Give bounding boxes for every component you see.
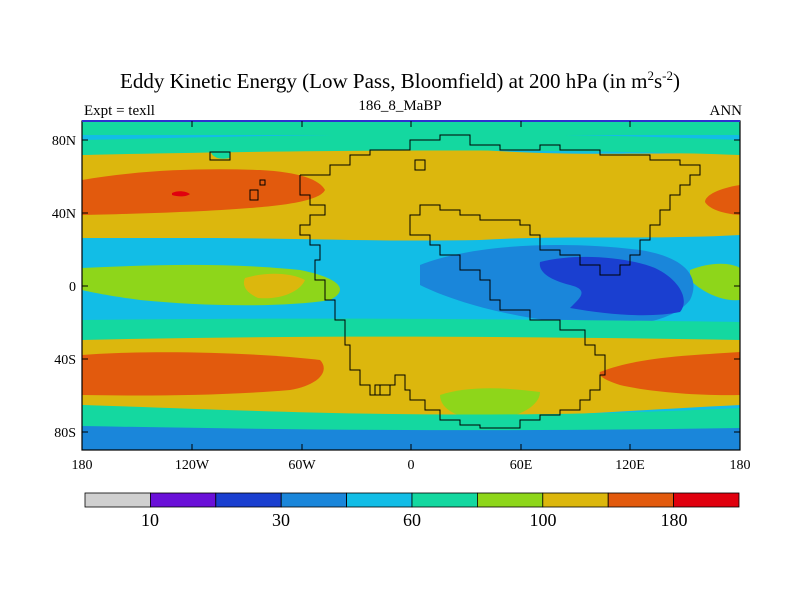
polar-band-north (82, 121, 740, 135)
experiment-label: Expt = texll (84, 103, 155, 119)
colorbar-swatch (149, 492, 217, 508)
nh-jet-core (82, 169, 325, 215)
colorbar (84, 492, 740, 508)
colorbar-swatch (607, 492, 675, 508)
colorbar-swatch (215, 492, 282, 508)
colorbar-swatch (346, 492, 413, 508)
axis-ticks (82, 121, 740, 450)
lat-label-80s: 80S (54, 426, 76, 441)
nh-jet-yellow (82, 145, 740, 241)
tropic-green-east (690, 263, 740, 301)
colorbar-swatch (476, 492, 544, 508)
lat-label-40n: 40N (52, 207, 76, 222)
lon-label-60e: 60E (510, 458, 533, 473)
contour-field (82, 121, 740, 450)
run-label: 186_8_MaBP (358, 98, 442, 114)
colorbar-swatch (542, 492, 609, 508)
colorbar-swatch (673, 492, 740, 508)
colorbar-label-10: 10 (141, 510, 159, 530)
nh-max (172, 191, 190, 197)
lat-label-40s: 40S (54, 353, 76, 368)
lon-label-0: 0 (408, 458, 415, 473)
sh-green-patch (440, 388, 540, 420)
colorbar-label-180: 180 (660, 510, 688, 530)
coastlines (209, 134, 701, 429)
colorbar-swatch (411, 492, 478, 508)
colorbar-swatch (84, 492, 151, 508)
indian-ocean-min (539, 256, 684, 316)
lon-label-120e: 120E (615, 458, 645, 473)
lat-label-80n: 80N (52, 134, 76, 149)
lat-label-0: 0 (69, 280, 76, 295)
colorbar-label-100: 100 (529, 510, 557, 530)
sh-jet-core-east (599, 352, 740, 396)
tropic-yellow-west (243, 273, 305, 299)
colorbar-label-30: 30 (272, 510, 290, 530)
colorbar-swatch (280, 492, 348, 508)
green-spot (210, 148, 231, 159)
lon-label-180w: 180 (72, 458, 93, 473)
sh-jet-core-west (82, 352, 324, 396)
season-label: ANN (709, 103, 743, 119)
nh-jet-core-east (705, 185, 740, 215)
lon-label-120w: 120W (175, 458, 210, 473)
lon-label-60w: 60W (288, 458, 316, 473)
colorbar-label-60: 60 (403, 510, 421, 530)
map-title: Eddy Kinetic Energy (Low Pass, Bloomfiel… (120, 68, 680, 93)
sh-lower-green (82, 405, 740, 431)
lon-label-180e: 180 (730, 458, 751, 473)
